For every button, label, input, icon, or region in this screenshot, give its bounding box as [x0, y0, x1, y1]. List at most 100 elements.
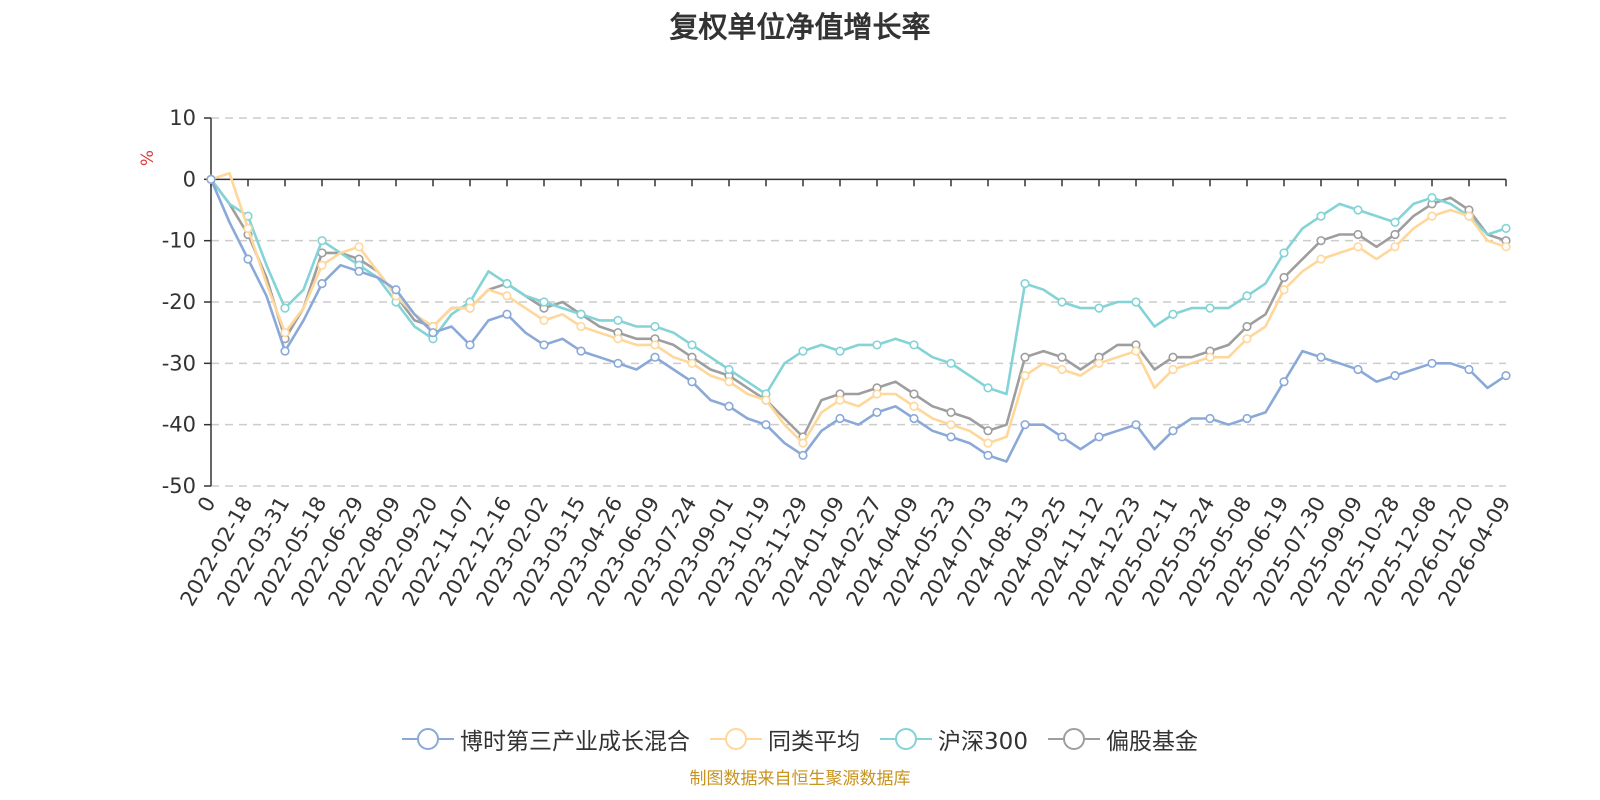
data-point[interactable] [576, 321, 586, 332]
data-point[interactable] [1390, 217, 1400, 227]
data-point[interactable] [1057, 352, 1067, 362]
data-point[interactable] [687, 340, 697, 350]
data-point[interactable] [872, 389, 882, 399]
data-point[interactable] [687, 358, 697, 368]
data-point[interactable] [354, 266, 364, 276]
data-point[interactable] [1316, 352, 1326, 362]
data-point[interactable] [1094, 358, 1104, 368]
data-point[interactable] [1501, 371, 1511, 381]
data-point[interactable] [428, 328, 438, 338]
data-point[interactable] [1242, 413, 1252, 424]
data-point[interactable] [502, 309, 512, 319]
data-point[interactable] [280, 328, 290, 338]
data-point[interactable] [798, 346, 808, 356]
data-point[interactable] [1131, 420, 1141, 430]
data-point[interactable] [1242, 321, 1252, 332]
data-point[interactable] [1464, 364, 1474, 375]
data-point[interactable] [1057, 364, 1067, 375]
data-point[interactable] [872, 407, 882, 418]
data-point[interactable] [576, 309, 586, 319]
data-point[interactable] [1020, 279, 1030, 289]
data-point[interactable] [206, 174, 216, 184]
data-point[interactable] [1205, 303, 1215, 313]
data-point[interactable] [946, 432, 956, 442]
data-point[interactable] [761, 395, 771, 405]
data-point[interactable] [1168, 309, 1178, 319]
data-point[interactable] [1242, 334, 1252, 344]
data-point[interactable] [872, 340, 882, 350]
data-point[interactable] [983, 450, 993, 460]
data-point[interactable] [946, 407, 956, 418]
data-point[interactable] [1020, 371, 1030, 381]
data-point[interactable] [798, 438, 808, 448]
data-point[interactable] [539, 297, 549, 307]
data-point[interactable] [1279, 272, 1289, 283]
data-point[interactable] [613, 358, 623, 368]
data-point[interactable] [280, 303, 290, 313]
data-point[interactable] [1131, 346, 1141, 356]
data-point[interactable] [1427, 358, 1437, 368]
data-point[interactable] [835, 413, 845, 424]
data-point[interactable] [1205, 352, 1215, 362]
data-point[interactable] [317, 260, 327, 270]
data-point[interactable] [983, 438, 993, 448]
legend-item-fund[interactable]: 博时第三产业成长混合 [402, 722, 690, 756]
data-point[interactable] [946, 420, 956, 430]
data-point[interactable] [1168, 352, 1178, 362]
data-point[interactable] [280, 346, 290, 356]
data-point[interactable] [983, 426, 993, 436]
data-point[interactable] [724, 401, 734, 411]
data-point[interactable] [1131, 297, 1141, 307]
data-point[interactable] [761, 420, 771, 430]
data-point[interactable] [798, 450, 808, 460]
data-point[interactable] [1094, 432, 1104, 442]
data-point[interactable] [835, 395, 845, 405]
data-point[interactable] [465, 303, 475, 313]
data-point[interactable] [946, 358, 956, 368]
data-point[interactable] [650, 321, 660, 332]
data-point[interactable] [1316, 236, 1326, 246]
data-point[interactable] [576, 346, 586, 356]
data-point[interactable] [502, 291, 512, 301]
data-point[interactable] [1427, 211, 1437, 221]
data-point[interactable] [1353, 242, 1363, 252]
data-point[interactable] [1427, 193, 1437, 203]
data-point[interactable] [1279, 248, 1289, 258]
data-point[interactable] [1020, 420, 1030, 430]
data-point[interactable] [724, 377, 734, 387]
data-point[interactable] [1353, 205, 1363, 215]
data-point[interactable] [1501, 223, 1511, 233]
data-point[interactable] [1279, 377, 1289, 387]
legend-item-peer-average[interactable]: 同类平均 [710, 722, 860, 756]
data-point[interactable] [1057, 432, 1067, 442]
data-point[interactable] [1279, 285, 1289, 295]
data-point[interactable] [354, 242, 364, 252]
data-point[interactable] [1020, 352, 1030, 362]
data-point[interactable] [1353, 364, 1363, 375]
data-point[interactable] [835, 346, 845, 356]
data-point[interactable] [1205, 413, 1215, 424]
data-point[interactable] [1353, 229, 1363, 240]
data-point[interactable] [983, 383, 993, 393]
data-point[interactable] [650, 340, 660, 350]
data-point[interactable] [539, 315, 549, 326]
data-point[interactable] [909, 389, 919, 399]
data-point[interactable] [502, 279, 512, 289]
legend-item-csi300[interactable]: 沪深300 [880, 722, 1028, 756]
data-point[interactable] [909, 340, 919, 350]
data-point[interactable] [613, 315, 623, 326]
data-point[interactable] [1168, 426, 1178, 436]
data-point[interactable] [613, 334, 623, 344]
data-point[interactable] [243, 223, 253, 233]
data-point[interactable] [391, 285, 401, 295]
legend-item-equity-funds[interactable]: 偏股基金 [1047, 722, 1198, 756]
data-point[interactable] [687, 377, 697, 387]
data-point[interactable] [1094, 303, 1104, 313]
data-point[interactable] [724, 364, 734, 375]
data-point[interactable] [317, 279, 327, 289]
data-point[interactable] [909, 413, 919, 424]
data-point[interactable] [1242, 291, 1252, 301]
data-point[interactable] [539, 340, 549, 350]
data-point[interactable] [909, 401, 919, 411]
data-point[interactable] [1464, 211, 1474, 221]
